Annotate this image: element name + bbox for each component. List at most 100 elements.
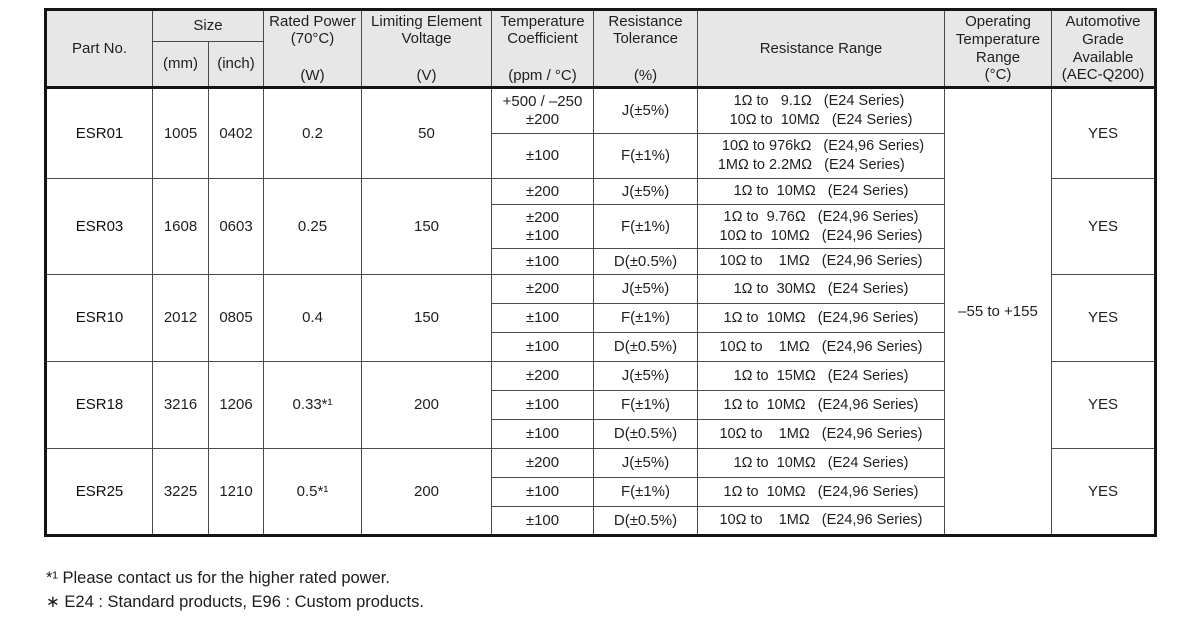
voltage-cell: 50 [361,87,492,179]
tempco-cell: ±100 [491,248,594,275]
range-cell: 1Ω to 10MΩ (E24 Series) [697,448,945,478]
col-header-operating-temperature: Operating Temperature Range (°C) [944,9,1052,89]
size-inch-cell: 0805 [208,274,264,362]
tolerance-cell: J(±5%) [593,178,698,205]
tolerance-cell: D(±0.5%) [593,332,698,362]
footnote-rated-power: *¹ Please contact us for the higher rate… [46,569,390,587]
tolerance-unit: (%) [633,66,658,84]
table-row: ±100 D(±0.5%) 10Ω to 1MΩ (E24,96 Series) [46,506,1156,536]
operating-temperature-cell: –55 to +155 [944,87,1052,536]
tolerance-cell: F(±1%) [593,133,698,179]
table-row: ±100 D(±0.5%) 10Ω to 1MΩ (E24,96 Series) [46,419,1156,449]
tempco-cell: ±100 [491,477,594,507]
table-row: ±200 ±100 F(±1%) 1Ω to 9.76Ω (E24,96 Ser… [46,204,1156,249]
size-inch-cell: 1210 [208,448,264,536]
range-text: 1Ω to 10MΩ (E24,96 Series) [723,396,919,413]
tolerance-cell: J(±5%) [593,361,698,391]
tempco-unit: (ppm / °C) [508,66,577,84]
range-cell: 10Ω to 976kΩ (E24,96 Series) 1MΩ to 2.2M… [697,133,945,179]
automotive-cell: YES [1051,361,1156,449]
range-cell: 10Ω to 1MΩ (E24,96 Series) [697,506,945,536]
range-text: 1Ω to 30MΩ (E24 Series) [733,280,909,297]
tempco-cell: ±100 [491,303,594,333]
table-row: ESR01 1005 0402 0.2 50 +500 / –250 ±200 … [45,87,1156,536]
tempco-cell: +500 / –250 ±200 [491,87,594,134]
range-cell: 10Ω to 1MΩ (E24,96 Series) [697,332,945,362]
automotive-cell: YES [1051,274,1156,362]
rated-power-cell: 0.33*¹ [263,361,362,449]
range-text: 10Ω to 976kΩ (E24,96 Series) 1MΩ to 2.2M… [717,138,925,173]
part-no-cell: ESR03 [45,178,153,275]
range-cell: 1Ω to 10MΩ (E24 Series) [697,178,945,205]
automotive-cell: YES [1051,448,1156,536]
size-mm-cell: 1005 [152,87,209,179]
rated-power-cell: 0.25 [263,178,362,275]
tolerance-cell: D(±0.5%) [593,419,698,449]
col-header-part-no: Part No. [45,9,153,89]
rated-power-cell: 0.2 [263,87,362,179]
tolerance-header-stack: Resistance Tolerance (%) [597,13,694,85]
col-header-resistance-tolerance: Resistance Tolerance (%) [593,9,698,89]
tempco-cell: ±100 [491,133,594,179]
size-mm-cell: 3225 [152,448,209,536]
resistor-spec-table: Part No. Size Rated Power (70°C) (W) Lim… [44,8,1157,537]
range-text: 1Ω to 10MΩ (E24,96 Series) [723,483,919,500]
table-row: ESR03 1608 0603 0.25 150 ±200 J(±5%) 1Ω … [45,178,1156,275]
table-row: ESR25 3225 1210 0.5*¹ 200 ±200 J(±5%) 1Ω… [45,448,1156,536]
header-row-1: Part No. Size Rated Power (70°C) (W) Lim… [45,9,1156,89]
range-text: 10Ω to 1MΩ (E24,96 Series) [719,425,923,442]
tempco-header-stack: Temperature Coefficient (ppm / °C) [495,13,590,85]
range-cell: 1Ω to 10MΩ (E24,96 Series) [697,477,945,507]
table-row: ESR18 3216 1206 0.33*¹ 200 ±200 J(±5%) 1… [45,361,1156,449]
tolerance-cell: F(±1%) [593,204,698,249]
voltage-header-stack: Limiting Element Voltage (V) [365,13,488,85]
range-cell: 1Ω to 9.1Ω (E24 Series) 10Ω to 10MΩ (E24… [697,87,945,134]
voltage-title: Limiting Element Voltage [371,12,482,48]
tempco-cell: ±200 [491,178,594,205]
col-header-limiting-voltage: Limiting Element Voltage (V) [361,9,492,89]
size-inch-cell: 0603 [208,178,264,275]
range-text: 1Ω to 9.1Ω (E24 Series) 10Ω to 10MΩ (E24… [729,93,913,128]
tolerance-cell: F(±1%) [593,477,698,507]
tolerance-cell: D(±0.5%) [593,248,698,275]
size-inch-cell: 0402 [208,87,264,179]
range-text: 1Ω to 15MΩ (E24 Series) [733,367,909,384]
voltage-cell: 150 [361,178,492,275]
automotive-cell: YES [1051,87,1156,179]
rated-power-header-stack: Rated Power (70°C) (W) [267,13,358,85]
table-row: ±100 F(±1%) 10Ω to 976kΩ (E24,96 Series)… [46,133,1156,179]
header-row-2: (mm) (inch) [46,41,1156,89]
part-no-cell: ESR18 [45,361,153,449]
table-row: ±100 F(±1%) 1Ω to 10MΩ (E24,96 Series) [46,477,1156,507]
range-text: 1Ω to 9.76Ω (E24,96 Series) 10Ω to 10MΩ … [719,208,923,244]
rated-power-unit: (W) [300,66,325,84]
range-cell: 1Ω to 10MΩ (E24,96 Series) [697,303,945,333]
size-inch-cell: 1206 [208,361,264,449]
table-row: ±100 F(±1%) 1Ω to 10MΩ (E24,96 Series) [46,303,1156,333]
range-cell: 1Ω to 10MΩ (E24,96 Series) [697,390,945,420]
tempco-cell: ±200 [491,274,594,304]
part-no-cell: ESR10 [45,274,153,362]
col-header-size: Size [152,9,264,42]
tolerance-cell: J(±5%) [593,274,698,304]
voltage-cell: 200 [361,448,492,536]
tolerance-title: Resistance Tolerance [608,12,683,48]
range-text: 10Ω to 1MΩ (E24,96 Series) [719,253,923,270]
range-text: 1Ω to 10MΩ (E24 Series) [733,454,909,471]
tempco-title: Temperature Coefficient [500,12,585,48]
col-header-size-inch: (inch) [208,41,264,89]
size-mm-cell: 1608 [152,178,209,275]
tempco-cell: ±200 [491,361,594,391]
tempco-cell: ±100 [491,332,594,362]
rated-power-title: Rated Power (70°C) [269,12,356,48]
part-no-cell: ESR25 [45,448,153,536]
tempco-cell: ±200 ±100 [491,204,594,249]
rated-power-cell: 0.5*¹ [263,448,362,536]
tolerance-cell: J(±5%) [593,448,698,478]
size-mm-cell: 2012 [152,274,209,362]
range-text: 10Ω to 1MΩ (E24,96 Series) [719,512,923,529]
tempco-cell: ±100 [491,390,594,420]
voltage-cell: 200 [361,361,492,449]
voltage-cell: 150 [361,274,492,362]
